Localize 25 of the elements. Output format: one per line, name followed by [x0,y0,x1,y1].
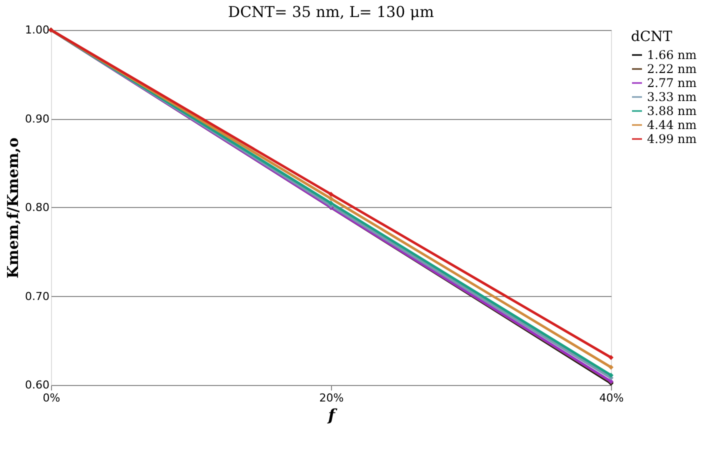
point [608,372,614,378]
x-tick-label: 40% [599,392,624,404]
legend-title: dCNT [631,29,673,45]
point [328,192,334,197]
legend-label: 4.99 nm [647,132,698,146]
y-tick-label: 1.00 [25,24,50,36]
y-tick-label: 0.70 [25,290,50,303]
y-tick-label: 0.90 [25,112,50,126]
x-tick-label: 0% [42,392,60,404]
point [608,354,614,360]
point [608,364,614,370]
point [328,200,334,206]
x-axis-title: f [327,406,338,424]
legend-label: 1.66 nm [647,48,698,62]
y-tick-label: 0.80 [25,201,50,214]
chart-title: DCNT= 35 nm, L= 130 μm [228,3,434,21]
point [328,196,334,202]
legend-label: 2.22 nm [647,62,698,76]
y-axis-title: Kmem,f/Kmem,o [4,137,22,279]
legend-label: 3.88 nm [647,104,698,118]
legend-label: 2.77 nm [647,76,698,90]
x-tick-label: 20% [319,392,344,404]
legend-label: 4.44 nm [647,118,698,132]
y-tick-label: 0.60 [25,378,50,392]
legend-label: 3.33 nm [647,90,698,104]
